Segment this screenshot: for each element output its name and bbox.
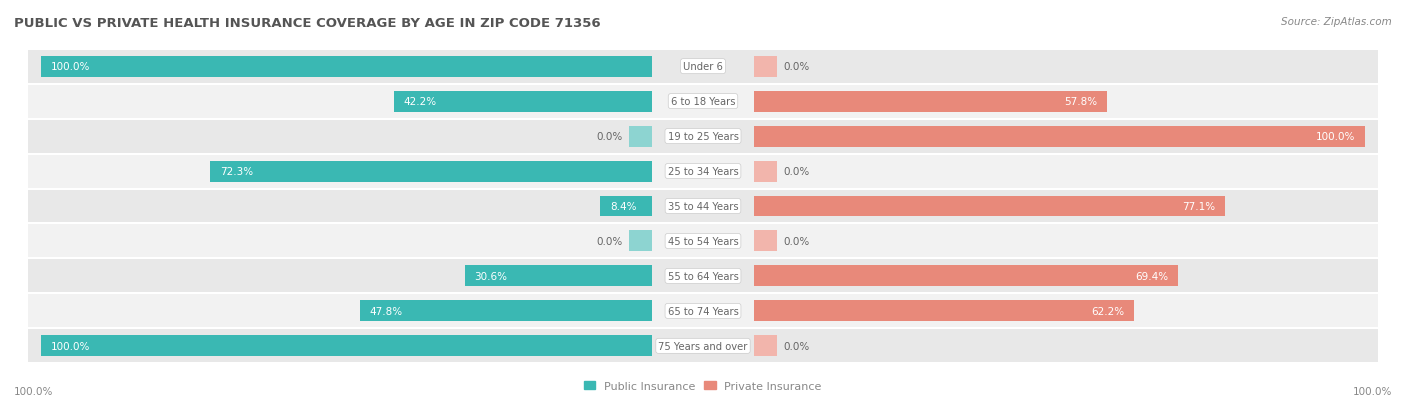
Bar	[28, 154, 1378, 189]
Text: 100.0%: 100.0%	[51, 341, 90, 351]
Text: 75 Years and over: 75 Years and over	[658, 341, 748, 351]
Bar	[28, 329, 1378, 363]
Bar	[755, 335, 778, 356]
Bar	[628, 126, 651, 147]
Text: 0.0%: 0.0%	[783, 62, 810, 72]
Bar	[28, 50, 1378, 84]
Bar	[41, 57, 651, 78]
Text: Under 6: Under 6	[683, 62, 723, 72]
Text: 35 to 44 Years: 35 to 44 Years	[668, 202, 738, 211]
Text: 42.2%: 42.2%	[404, 97, 437, 107]
Text: 0.0%: 0.0%	[596, 132, 623, 142]
Text: 30.6%: 30.6%	[474, 271, 508, 281]
Bar	[41, 335, 651, 356]
Bar	[755, 266, 1178, 287]
Bar	[755, 231, 778, 252]
Text: 0.0%: 0.0%	[596, 236, 623, 247]
Bar	[600, 196, 651, 217]
Legend: Public Insurance, Private Insurance: Public Insurance, Private Insurance	[579, 377, 827, 396]
Text: 47.8%: 47.8%	[370, 306, 402, 316]
Text: 100.0%: 100.0%	[1316, 132, 1355, 142]
Text: PUBLIC VS PRIVATE HEALTH INSURANCE COVERAGE BY AGE IN ZIP CODE 71356: PUBLIC VS PRIVATE HEALTH INSURANCE COVER…	[14, 17, 600, 29]
Text: 6 to 18 Years: 6 to 18 Years	[671, 97, 735, 107]
Text: 0.0%: 0.0%	[783, 341, 810, 351]
Text: 65 to 74 Years: 65 to 74 Years	[668, 306, 738, 316]
Bar	[755, 91, 1108, 112]
Bar	[28, 259, 1378, 294]
Text: 100.0%: 100.0%	[1353, 387, 1392, 396]
Bar	[755, 196, 1225, 217]
Bar	[28, 84, 1378, 119]
Text: 8.4%: 8.4%	[610, 202, 637, 211]
Text: 69.4%: 69.4%	[1136, 271, 1168, 281]
Bar	[28, 224, 1378, 259]
Text: 0.0%: 0.0%	[783, 166, 810, 177]
Text: 25 to 34 Years: 25 to 34 Years	[668, 166, 738, 177]
Bar	[755, 57, 778, 78]
Bar	[755, 126, 1365, 147]
Bar	[28, 119, 1378, 154]
Text: Source: ZipAtlas.com: Source: ZipAtlas.com	[1281, 17, 1392, 26]
Text: 77.1%: 77.1%	[1182, 202, 1216, 211]
Bar	[28, 294, 1378, 329]
Text: 72.3%: 72.3%	[219, 166, 253, 177]
Bar	[755, 301, 1135, 322]
Text: 100.0%: 100.0%	[14, 387, 53, 396]
Text: 45 to 54 Years: 45 to 54 Years	[668, 236, 738, 247]
Text: 62.2%: 62.2%	[1091, 306, 1125, 316]
Bar	[360, 301, 651, 322]
Text: 55 to 64 Years: 55 to 64 Years	[668, 271, 738, 281]
Text: 57.8%: 57.8%	[1064, 97, 1098, 107]
Text: 100.0%: 100.0%	[51, 62, 90, 72]
Bar	[209, 161, 651, 182]
Bar	[755, 161, 778, 182]
Bar	[394, 91, 651, 112]
Text: 19 to 25 Years: 19 to 25 Years	[668, 132, 738, 142]
Bar	[628, 231, 651, 252]
Bar	[465, 266, 651, 287]
Bar	[28, 189, 1378, 224]
Text: 0.0%: 0.0%	[783, 236, 810, 247]
